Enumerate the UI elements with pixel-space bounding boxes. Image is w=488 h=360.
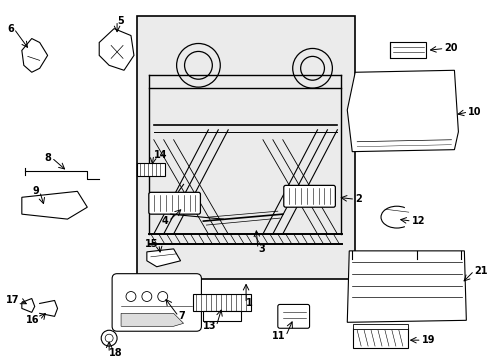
Text: 18: 18 xyxy=(109,348,122,358)
Text: 14: 14 xyxy=(154,150,167,159)
Polygon shape xyxy=(146,249,180,267)
Bar xyxy=(389,42,425,58)
Text: 16: 16 xyxy=(26,315,40,325)
Polygon shape xyxy=(346,251,466,322)
Text: 3: 3 xyxy=(258,244,264,254)
Bar xyxy=(137,163,164,176)
Text: 4: 4 xyxy=(162,216,168,226)
Text: 21: 21 xyxy=(473,266,487,276)
Bar xyxy=(352,328,407,348)
Text: 2: 2 xyxy=(354,194,361,204)
FancyBboxPatch shape xyxy=(277,305,309,328)
Text: 17: 17 xyxy=(6,296,20,306)
Polygon shape xyxy=(22,191,87,219)
Bar xyxy=(203,311,241,321)
Bar xyxy=(193,293,250,311)
Text: 6: 6 xyxy=(7,24,14,33)
Text: 19: 19 xyxy=(421,335,434,345)
Polygon shape xyxy=(99,28,134,70)
Polygon shape xyxy=(22,39,47,72)
Text: 10: 10 xyxy=(468,107,481,117)
Text: 5: 5 xyxy=(117,16,123,26)
FancyBboxPatch shape xyxy=(283,185,335,207)
Polygon shape xyxy=(121,313,183,326)
Polygon shape xyxy=(22,298,35,312)
Bar xyxy=(137,16,354,279)
Text: 8: 8 xyxy=(44,153,52,163)
Polygon shape xyxy=(346,70,457,152)
Text: 13: 13 xyxy=(203,321,216,331)
Text: 20: 20 xyxy=(444,44,457,53)
Text: 12: 12 xyxy=(411,216,425,226)
Text: 11: 11 xyxy=(272,331,285,341)
FancyBboxPatch shape xyxy=(148,192,200,214)
Text: 9: 9 xyxy=(33,186,40,196)
Text: 1: 1 xyxy=(245,298,252,309)
FancyBboxPatch shape xyxy=(112,274,201,331)
Text: 15: 15 xyxy=(145,239,159,249)
Bar xyxy=(352,324,407,329)
Text: 7: 7 xyxy=(178,311,185,321)
